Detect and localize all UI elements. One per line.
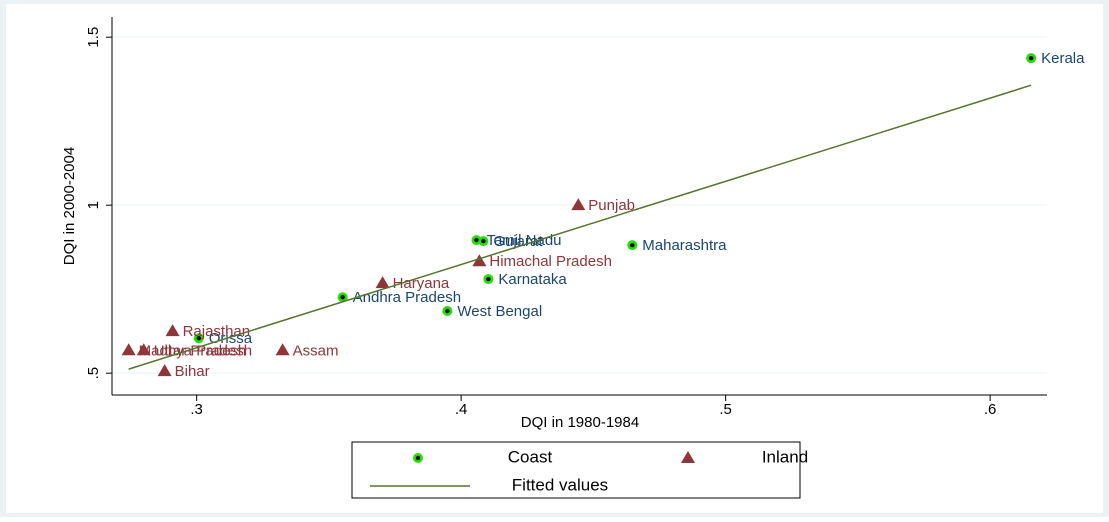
point-label: Karnataka: [498, 271, 567, 288]
marker-center: [474, 237, 479, 243]
legend-label: Inland: [762, 447, 808, 466]
point-label: Assam: [293, 342, 339, 359]
point-label: Uttar Pradesh: [154, 342, 247, 359]
marker-center: [415, 455, 421, 461]
point-label: Maharashtra: [642, 237, 727, 254]
point-label: Punjab: [588, 197, 635, 214]
marker-triangle: [157, 364, 172, 377]
marker-triangle: [275, 343, 290, 356]
x-tick-label: .5: [719, 401, 732, 418]
y-tick-label: 1: [85, 201, 102, 209]
point-label: Orissa: [209, 330, 253, 347]
marker-triangle: [472, 254, 487, 267]
point-label: Andhra Pradesh: [353, 289, 461, 306]
point-label: Gujarat: [493, 233, 543, 250]
point-label: Kerala: [1041, 50, 1085, 67]
marker-center: [481, 238, 486, 244]
marker-center: [196, 336, 201, 341]
x-tick-label: .6: [984, 401, 997, 418]
marker-triangle: [136, 343, 151, 356]
marker-center: [486, 276, 491, 282]
point-label: Rajasthan: [183, 323, 251, 340]
marker-center: [630, 242, 635, 248]
legend-label: Coast: [508, 447, 553, 466]
y-tick-label: 1.5: [85, 27, 102, 48]
point-label: Haryana: [393, 275, 450, 292]
marker-center: [1028, 55, 1034, 61]
point-label: Bihar: [175, 363, 210, 380]
marker-triangle: [375, 276, 390, 289]
fitted-line: [128, 84, 1032, 370]
marker-triangle: [165, 324, 180, 337]
point-label: Madhya Pradesh: [139, 342, 252, 359]
x-tick-label: .4: [455, 401, 468, 418]
legend-box: [351, 441, 801, 499]
marker-center: [340, 295, 345, 300]
y-tick-label: .5: [85, 367, 102, 380]
legend-label: Fitted values: [512, 475, 608, 494]
point-label: West Bengal: [457, 303, 542, 320]
x-axis-title: DQI in 1980-1984: [521, 414, 639, 431]
marker-center: [445, 308, 450, 314]
marker-triangle: [571, 198, 586, 211]
y-axis-title: DQI in 2000-2004: [61, 147, 78, 265]
point-label: Tamil Nadu: [486, 232, 561, 249]
point-label: Himachal Pradesh: [489, 253, 612, 270]
x-tick-label: .3: [190, 401, 203, 418]
marker-triangle: [121, 343, 136, 356]
marker-triangle: [681, 451, 695, 463]
